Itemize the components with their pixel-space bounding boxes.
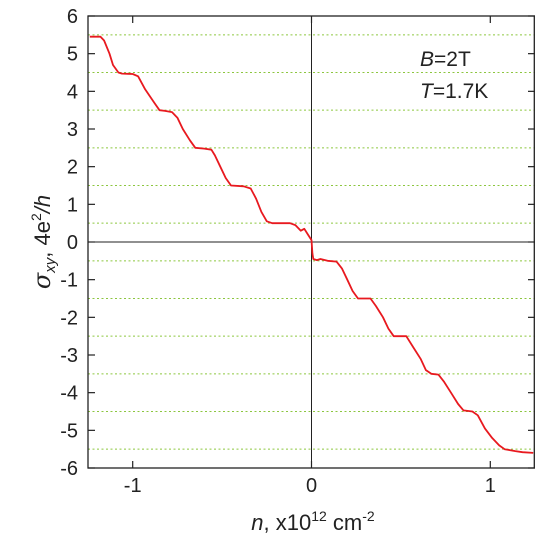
y-tick-label: 6 xyxy=(67,6,78,28)
x-axis-rest: , x10 xyxy=(264,510,312,535)
annotation-temperature-value: =1.7K xyxy=(433,80,488,103)
y-tick-label: 1 xyxy=(67,194,78,216)
x-axis-unit-exp: -2 xyxy=(362,508,375,524)
y-tick-label: -5 xyxy=(60,420,78,442)
y-tick-label: 3 xyxy=(67,119,78,141)
series-layer xyxy=(89,35,534,454)
y-axis-var: σ xyxy=(28,272,56,289)
x-axis-unit: cm xyxy=(327,510,362,535)
y-tick-label: -3 xyxy=(60,345,78,367)
annotation-temperature-var: T xyxy=(420,80,435,103)
y-tick-label: 2 xyxy=(67,157,78,179)
x-axis-var: n xyxy=(251,510,263,535)
y-axis-rest: , 4e xyxy=(30,221,55,258)
annotation-field-value: =2T xyxy=(434,48,471,71)
y-axis-exp: 2 xyxy=(28,213,44,221)
y-tick-label: -2 xyxy=(60,307,78,329)
x-tick-label: -1 xyxy=(124,475,142,497)
annotation-field: B=2T xyxy=(420,48,471,71)
series-line-0 xyxy=(89,35,534,454)
annotation-temperature: T=1.7K xyxy=(420,80,488,103)
y-tick-label: -1 xyxy=(60,270,78,292)
y-tick-label: -4 xyxy=(60,383,78,405)
annotation-field-var: B xyxy=(420,48,434,71)
tick-labels: 6 5 4 3 2 1 0 -1 -2 -3 -4 -5 -6 -1 0 1 xyxy=(60,6,496,497)
y-tick-label: 5 xyxy=(67,44,78,66)
y-axis-label: σxy, 4e2/h xyxy=(28,195,59,289)
x-axis-label: n, x1012 cm-2 xyxy=(251,508,375,535)
x-axis-exp: 12 xyxy=(311,508,327,524)
x-tick-label: 1 xyxy=(485,475,496,497)
x-tick-label: 0 xyxy=(306,475,317,497)
y-axis-tail: /h xyxy=(30,195,55,215)
y-axis-sub: xy xyxy=(42,256,59,274)
y-tick-label: 4 xyxy=(67,81,78,103)
y-tick-label: 0 xyxy=(67,232,78,254)
y-tick-label: -6 xyxy=(60,458,78,480)
ticks xyxy=(88,15,535,469)
